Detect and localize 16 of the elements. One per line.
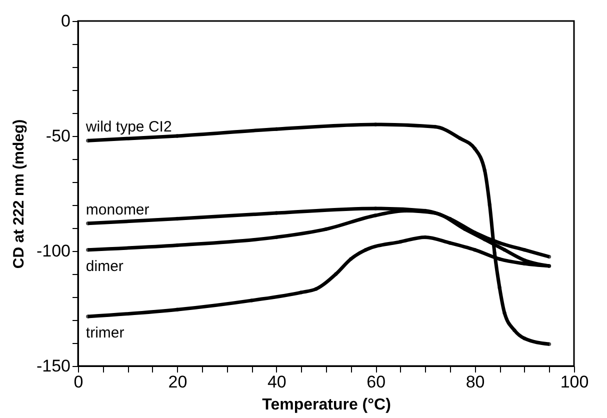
y-axis-title: CD at 222 nm (mdeg) bbox=[10, 119, 28, 269]
x-tick-label: 60 bbox=[366, 372, 386, 392]
y-tick-label: -50 bbox=[46, 126, 70, 146]
y-tick-label: -150 bbox=[36, 356, 70, 376]
series-label: wild type CI2 bbox=[84, 118, 172, 136]
x-axis-title: Temperature (°C) bbox=[262, 396, 391, 414]
series-label: trimer bbox=[86, 324, 124, 342]
series-label: dimer bbox=[86, 258, 124, 275]
series-label: monomer bbox=[86, 201, 150, 218]
y-tick-label: -100 bbox=[36, 242, 70, 260]
x-tick-label: 20 bbox=[168, 372, 188, 392]
x-tick-label: 0 bbox=[74, 372, 84, 392]
x-tick-label: 80 bbox=[466, 372, 485, 392]
y-tick-label: 0 bbox=[61, 12, 70, 30]
x-tick-label: 100 bbox=[560, 372, 589, 392]
x-tick-label: 40 bbox=[267, 372, 286, 392]
